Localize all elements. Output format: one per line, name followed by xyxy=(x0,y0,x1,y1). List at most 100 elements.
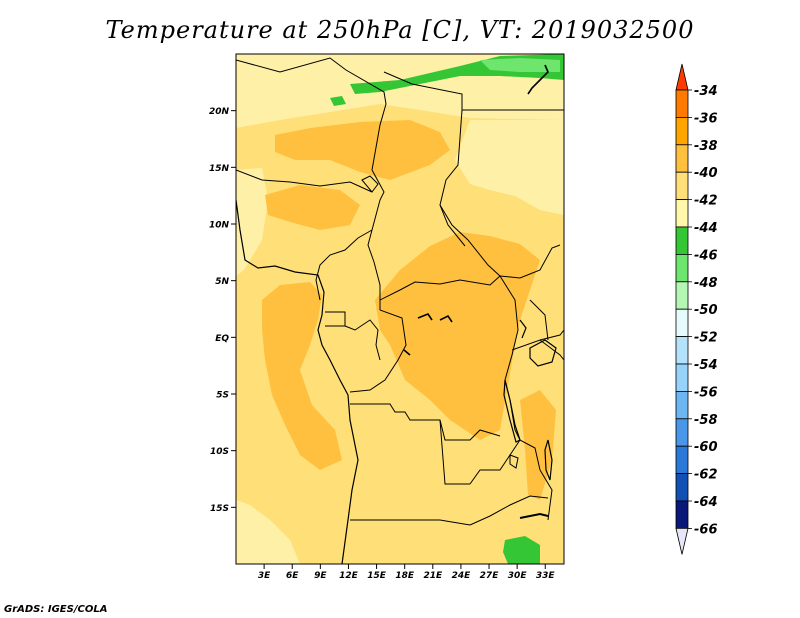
lat-label: 10N xyxy=(209,221,230,231)
footer-credit: GrADS: IGES/COLA xyxy=(4,604,108,615)
border-angola-zambia xyxy=(439,419,470,485)
field-green-north-light xyxy=(480,58,560,72)
border-gabon-congo xyxy=(344,319,381,361)
lon-label: 27E xyxy=(480,571,500,581)
lat-label: 15S xyxy=(210,504,229,514)
colorbar-cell xyxy=(675,89,689,118)
border-algeria-niger xyxy=(236,57,387,171)
border-car-drc xyxy=(379,275,501,301)
colorbar-label: -58 xyxy=(694,413,718,428)
border-nigeria-cameroon xyxy=(315,229,373,301)
border-tanzania xyxy=(511,339,564,361)
lon-label: 18E xyxy=(395,571,415,581)
colorbar-cell xyxy=(675,390,689,420)
lake-kariba xyxy=(519,512,549,519)
colorbar-cell xyxy=(675,226,689,255)
lon-label: 30E xyxy=(508,571,528,581)
lake-chad xyxy=(361,175,379,193)
border-kenya-uganda xyxy=(529,299,549,341)
lake-mweru xyxy=(509,454,519,469)
colorbar-cell xyxy=(675,171,689,200)
border-niger-chad xyxy=(371,169,385,231)
lon-label: 3E xyxy=(258,571,271,581)
field-pale-southwest xyxy=(236,500,300,564)
lat-label: EQ xyxy=(215,334,229,344)
colorbar-label: -38 xyxy=(694,139,718,154)
colorbar-label: -40 xyxy=(694,166,718,181)
colorbar-label: -42 xyxy=(694,194,718,209)
colorbar-cell xyxy=(675,473,689,502)
border-chad-sudan xyxy=(439,109,466,247)
colorbar: -34 -36 -38 -40 -42 -44 -46 -48 -50 -52 -54 -56 -58 -… xyxy=(675,63,718,555)
coastline-west xyxy=(236,199,359,564)
colorbar-cell xyxy=(675,445,689,475)
lake-tanganyika xyxy=(503,379,521,443)
lat-label: 10S xyxy=(210,447,229,457)
field-orange-north xyxy=(275,120,450,180)
red-sea-coast xyxy=(527,64,549,95)
border-south-sudan xyxy=(499,244,561,279)
lon-label: 9E xyxy=(314,571,327,581)
lat-label: 5S xyxy=(216,391,229,401)
field-green-south xyxy=(503,536,540,564)
field-green-blob xyxy=(330,96,346,106)
colorbar-cell xyxy=(675,308,689,338)
river-congo xyxy=(403,313,453,356)
colorbar-cell xyxy=(675,336,689,365)
colorbar-label: -50 xyxy=(694,303,718,318)
colorbar-label: -34 xyxy=(694,84,718,99)
lon-label: 21E xyxy=(423,571,443,581)
colorbar-cell xyxy=(675,281,689,310)
colorbar-cell xyxy=(675,144,689,173)
border-nigeria xyxy=(236,169,373,193)
lat-label: 20N xyxy=(209,107,230,117)
field-orange-central xyxy=(375,232,540,440)
lat-label: 15N xyxy=(209,164,230,174)
colorbar-label: -62 xyxy=(694,468,718,483)
colorbar-cell xyxy=(675,418,689,447)
colorbar-label: -56 xyxy=(694,385,718,400)
border-eq-guinea xyxy=(325,311,346,327)
colorbar-label: -52 xyxy=(694,331,718,346)
colorbar-label: -46 xyxy=(694,248,718,263)
border-mozambique xyxy=(539,469,553,521)
map-field xyxy=(236,54,564,564)
border-zambia-zimbabwe xyxy=(469,495,549,526)
lon-axis: 3E 6E 9E 12E 15E 18E 21E 24E 27E 30E 33E xyxy=(258,564,555,581)
colorbar-label: -64 xyxy=(694,495,718,510)
colorbar-label: -48 xyxy=(694,276,718,291)
field-pale-west xyxy=(236,168,268,276)
border-cameroon-car xyxy=(367,229,381,310)
lon-label: 12E xyxy=(339,571,359,581)
page-title: Temperature at 250hPa [C], VT: 201903250… xyxy=(105,16,695,44)
lat-axis: 20N 15N 10N 5N EQ 5S 10S 15S xyxy=(209,107,236,514)
colorbar-cell xyxy=(675,117,689,146)
colorbar-cell xyxy=(675,199,689,228)
colorbar-label: -66 xyxy=(694,522,718,537)
lon-label: 6E xyxy=(286,571,299,581)
colorbar-cell xyxy=(675,500,689,529)
border-angola-drc xyxy=(350,403,501,441)
border-libya xyxy=(383,71,463,110)
colorbar-top-arrow xyxy=(675,63,689,91)
field-orange-chad xyxy=(265,185,360,230)
field-orange-gabon xyxy=(262,282,342,470)
lake-malawi xyxy=(544,439,553,481)
map-frame xyxy=(235,53,565,565)
colorbar-label: -60 xyxy=(694,440,718,455)
border-congo-drc xyxy=(349,309,407,393)
lat-label: 5N xyxy=(215,277,229,287)
border-drc-uganda xyxy=(499,275,519,381)
border-kenya xyxy=(539,329,564,341)
border-angola-namibia xyxy=(350,519,471,526)
lake-victoria xyxy=(529,339,557,367)
colorbar-label: -44 xyxy=(694,221,718,236)
colorbar-cell xyxy=(675,363,689,392)
colorbar-cell xyxy=(675,253,689,283)
colorbar-label: -54 xyxy=(694,358,718,373)
lon-label: 24E xyxy=(452,571,472,581)
lon-label: 15E xyxy=(367,571,387,581)
field-pale-northeast xyxy=(455,120,564,215)
border-car-sudan xyxy=(439,204,501,277)
